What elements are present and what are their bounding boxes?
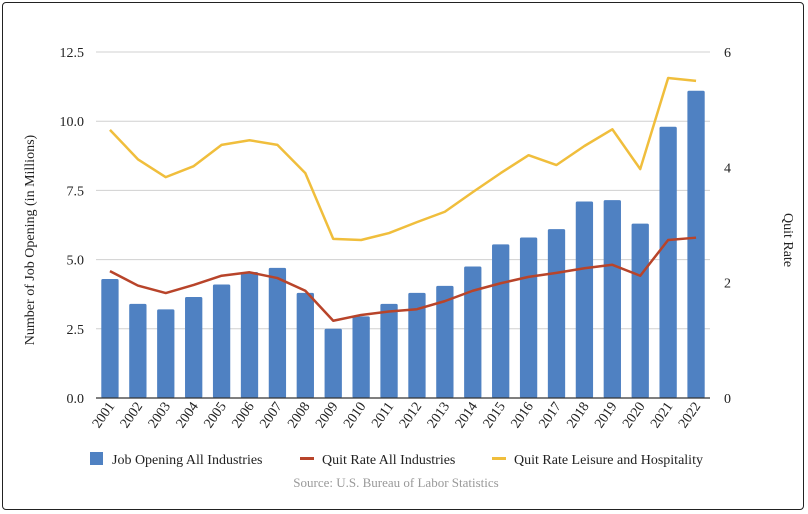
x-tick-label: 2009 (313, 400, 341, 432)
legend-label: Quit Rate All Industries (322, 453, 455, 468)
y-tick-label: 10.0 (60, 115, 85, 130)
x-tick-label: 2014 (453, 400, 481, 432)
bar (436, 285, 454, 398)
bar (324, 328, 342, 398)
legend-label: Quit Rate Leisure and Hospitality (514, 453, 703, 468)
y2-tick-label: 2 (724, 277, 731, 292)
x-tick-label: 2013 (425, 400, 453, 432)
bar (185, 296, 203, 398)
bar (687, 90, 705, 398)
bar (212, 284, 231, 398)
bar (408, 292, 426, 398)
bar (659, 126, 677, 399)
y2-tick-label: 6 (724, 46, 731, 61)
bar (268, 267, 287, 398)
x-tick-label: 2001 (90, 400, 118, 432)
x-tick-label: 2008 (285, 400, 313, 432)
x-tick-label: 2022 (676, 400, 704, 432)
y-tick-label: 2.5 (67, 323, 85, 338)
bar (603, 200, 621, 398)
legend-swatch (90, 452, 103, 465)
bar (101, 278, 119, 398)
y2-axis-label: Quit Rate (780, 213, 795, 267)
bar (631, 223, 649, 398)
bar (157, 309, 175, 398)
x-tick-label: 2015 (481, 400, 509, 432)
legend-swatch (300, 457, 314, 460)
y2-tick-label: 0 (724, 392, 731, 407)
x-tick-label: 2021 (648, 400, 676, 432)
y-tick-label: 0.0 (67, 392, 85, 407)
x-tick-label: 2010 (341, 400, 369, 432)
y-axis-label: Number of Job Opening (in Millions) (23, 134, 38, 345)
bar (464, 266, 482, 398)
source-note: Source: U.S. Bureau of Labor Statistics (293, 475, 498, 490)
legend-label: Job Opening All Industries (112, 453, 263, 468)
bar (575, 201, 594, 398)
x-tick-label: 2005 (202, 400, 230, 432)
y-tick-label: 5.0 (67, 254, 85, 269)
bar (352, 316, 370, 398)
x-tick-label: 2012 (397, 400, 425, 432)
x-tick-label: 2016 (509, 400, 537, 432)
bar (380, 303, 398, 398)
y-tick-label: 12.5 (60, 46, 85, 61)
x-tick-label: 2004 (174, 400, 202, 432)
bar (240, 272, 259, 398)
bar (129, 303, 147, 398)
bar (547, 229, 566, 398)
y2-tick-label: 4 (724, 161, 731, 176)
x-tick-label: 2007 (257, 400, 285, 432)
x-tick-label: 2018 (564, 400, 592, 432)
x-tick-label: 2003 (146, 400, 174, 432)
x-tick-label: 2006 (229, 400, 257, 432)
x-tick-label: 2019 (592, 400, 620, 432)
x-tick-label: 2020 (620, 400, 648, 432)
legend-swatch (492, 457, 506, 460)
series-line (109, 76, 697, 242)
x-tick-label: 2011 (369, 400, 397, 431)
bar (296, 292, 314, 398)
series-line (109, 236, 697, 322)
x-tick-label: 2017 (536, 400, 564, 432)
bar (492, 244, 510, 398)
bar (519, 237, 538, 398)
y-tick-label: 7.5 (67, 184, 85, 199)
x-tick-label: 2002 (118, 400, 146, 432)
